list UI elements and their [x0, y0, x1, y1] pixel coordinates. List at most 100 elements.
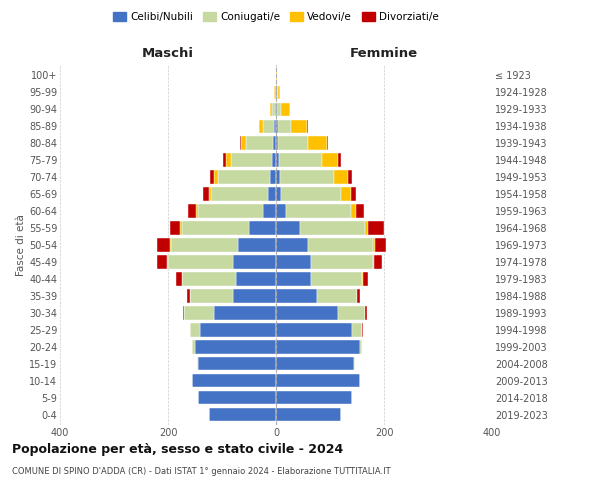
Bar: [218, 170, 269, 183]
Bar: [277, 86, 278, 99]
Bar: [276, 391, 352, 404]
Legend: Celibi/Nubili, Coniugati/e, Vedovi/e, Divorziati/e: Celibi/Nubili, Coniugati/e, Vedovi/e, Di…: [109, 8, 443, 26]
Bar: [276, 290, 317, 302]
Bar: [272, 154, 276, 166]
Bar: [181, 222, 182, 234]
Bar: [182, 306, 184, 320]
Bar: [276, 408, 341, 422]
Bar: [214, 306, 276, 320]
Bar: [209, 408, 276, 422]
Bar: [193, 374, 276, 388]
Bar: [209, 170, 214, 183]
Bar: [274, 136, 276, 149]
Bar: [272, 102, 275, 116]
Bar: [368, 222, 384, 234]
Bar: [259, 120, 263, 133]
Bar: [263, 120, 274, 133]
Bar: [195, 340, 276, 353]
Bar: [280, 170, 334, 183]
Bar: [176, 272, 182, 285]
Bar: [276, 272, 311, 285]
Bar: [235, 272, 276, 285]
Bar: [301, 222, 365, 234]
Bar: [374, 256, 382, 268]
Bar: [307, 120, 308, 133]
Bar: [308, 238, 373, 252]
Bar: [157, 238, 170, 252]
Bar: [276, 374, 360, 388]
Bar: [276, 188, 281, 200]
Bar: [334, 170, 348, 183]
Text: Popolazione per età, sesso e stato civile - 2024: Popolazione per età, sesso e stato civil…: [12, 442, 343, 456]
Text: COMUNE DI SPINO D'ADDA (CR) - Dati ISTAT 1° gennaio 2024 - Elaborazione TUTTITAL: COMUNE DI SPINO D'ADDA (CR) - Dati ISTAT…: [12, 468, 391, 476]
Bar: [198, 391, 276, 404]
Bar: [354, 357, 355, 370]
Bar: [276, 102, 277, 116]
Bar: [373, 256, 374, 268]
Bar: [350, 188, 356, 200]
Bar: [263, 204, 276, 218]
Bar: [281, 188, 341, 200]
Bar: [190, 324, 200, 336]
Bar: [308, 136, 327, 149]
Bar: [277, 102, 281, 116]
Bar: [274, 86, 275, 99]
Bar: [276, 357, 354, 370]
Bar: [286, 204, 350, 218]
Bar: [182, 272, 235, 285]
Text: Maschi: Maschi: [142, 47, 194, 60]
Bar: [291, 120, 307, 133]
Bar: [247, 136, 274, 149]
Bar: [338, 306, 365, 320]
Bar: [373, 238, 375, 252]
Bar: [276, 204, 286, 218]
Bar: [276, 256, 311, 268]
Bar: [193, 340, 195, 353]
Bar: [311, 272, 362, 285]
Bar: [269, 170, 276, 183]
Bar: [327, 136, 328, 149]
Bar: [276, 120, 278, 133]
Bar: [188, 204, 196, 218]
Bar: [375, 238, 386, 252]
Bar: [356, 204, 364, 218]
Bar: [278, 154, 322, 166]
Y-axis label: Fasce di età: Fasce di età: [16, 214, 26, 276]
Bar: [214, 170, 218, 183]
Bar: [233, 256, 276, 268]
Bar: [362, 324, 364, 336]
Bar: [269, 102, 272, 116]
Bar: [276, 222, 301, 234]
Bar: [240, 136, 241, 149]
Bar: [170, 222, 181, 234]
Bar: [187, 290, 190, 302]
Bar: [268, 188, 276, 200]
Bar: [190, 290, 233, 302]
Bar: [311, 256, 373, 268]
Bar: [249, 222, 276, 234]
Bar: [341, 188, 350, 200]
Bar: [198, 204, 263, 218]
Bar: [350, 204, 356, 218]
Bar: [365, 306, 367, 320]
Bar: [360, 340, 362, 353]
Bar: [276, 324, 352, 336]
Bar: [281, 102, 290, 116]
Bar: [276, 340, 360, 353]
Bar: [198, 357, 276, 370]
Bar: [182, 222, 249, 234]
Bar: [276, 306, 338, 320]
Text: Femmine: Femmine: [350, 47, 418, 60]
Bar: [168, 256, 233, 268]
Bar: [322, 154, 338, 166]
Bar: [365, 222, 368, 234]
Bar: [170, 238, 238, 252]
Bar: [276, 238, 308, 252]
Bar: [274, 120, 276, 133]
Bar: [157, 256, 167, 268]
Bar: [278, 136, 308, 149]
Bar: [278, 120, 291, 133]
Bar: [196, 204, 198, 218]
Bar: [211, 188, 268, 200]
Bar: [197, 357, 198, 370]
